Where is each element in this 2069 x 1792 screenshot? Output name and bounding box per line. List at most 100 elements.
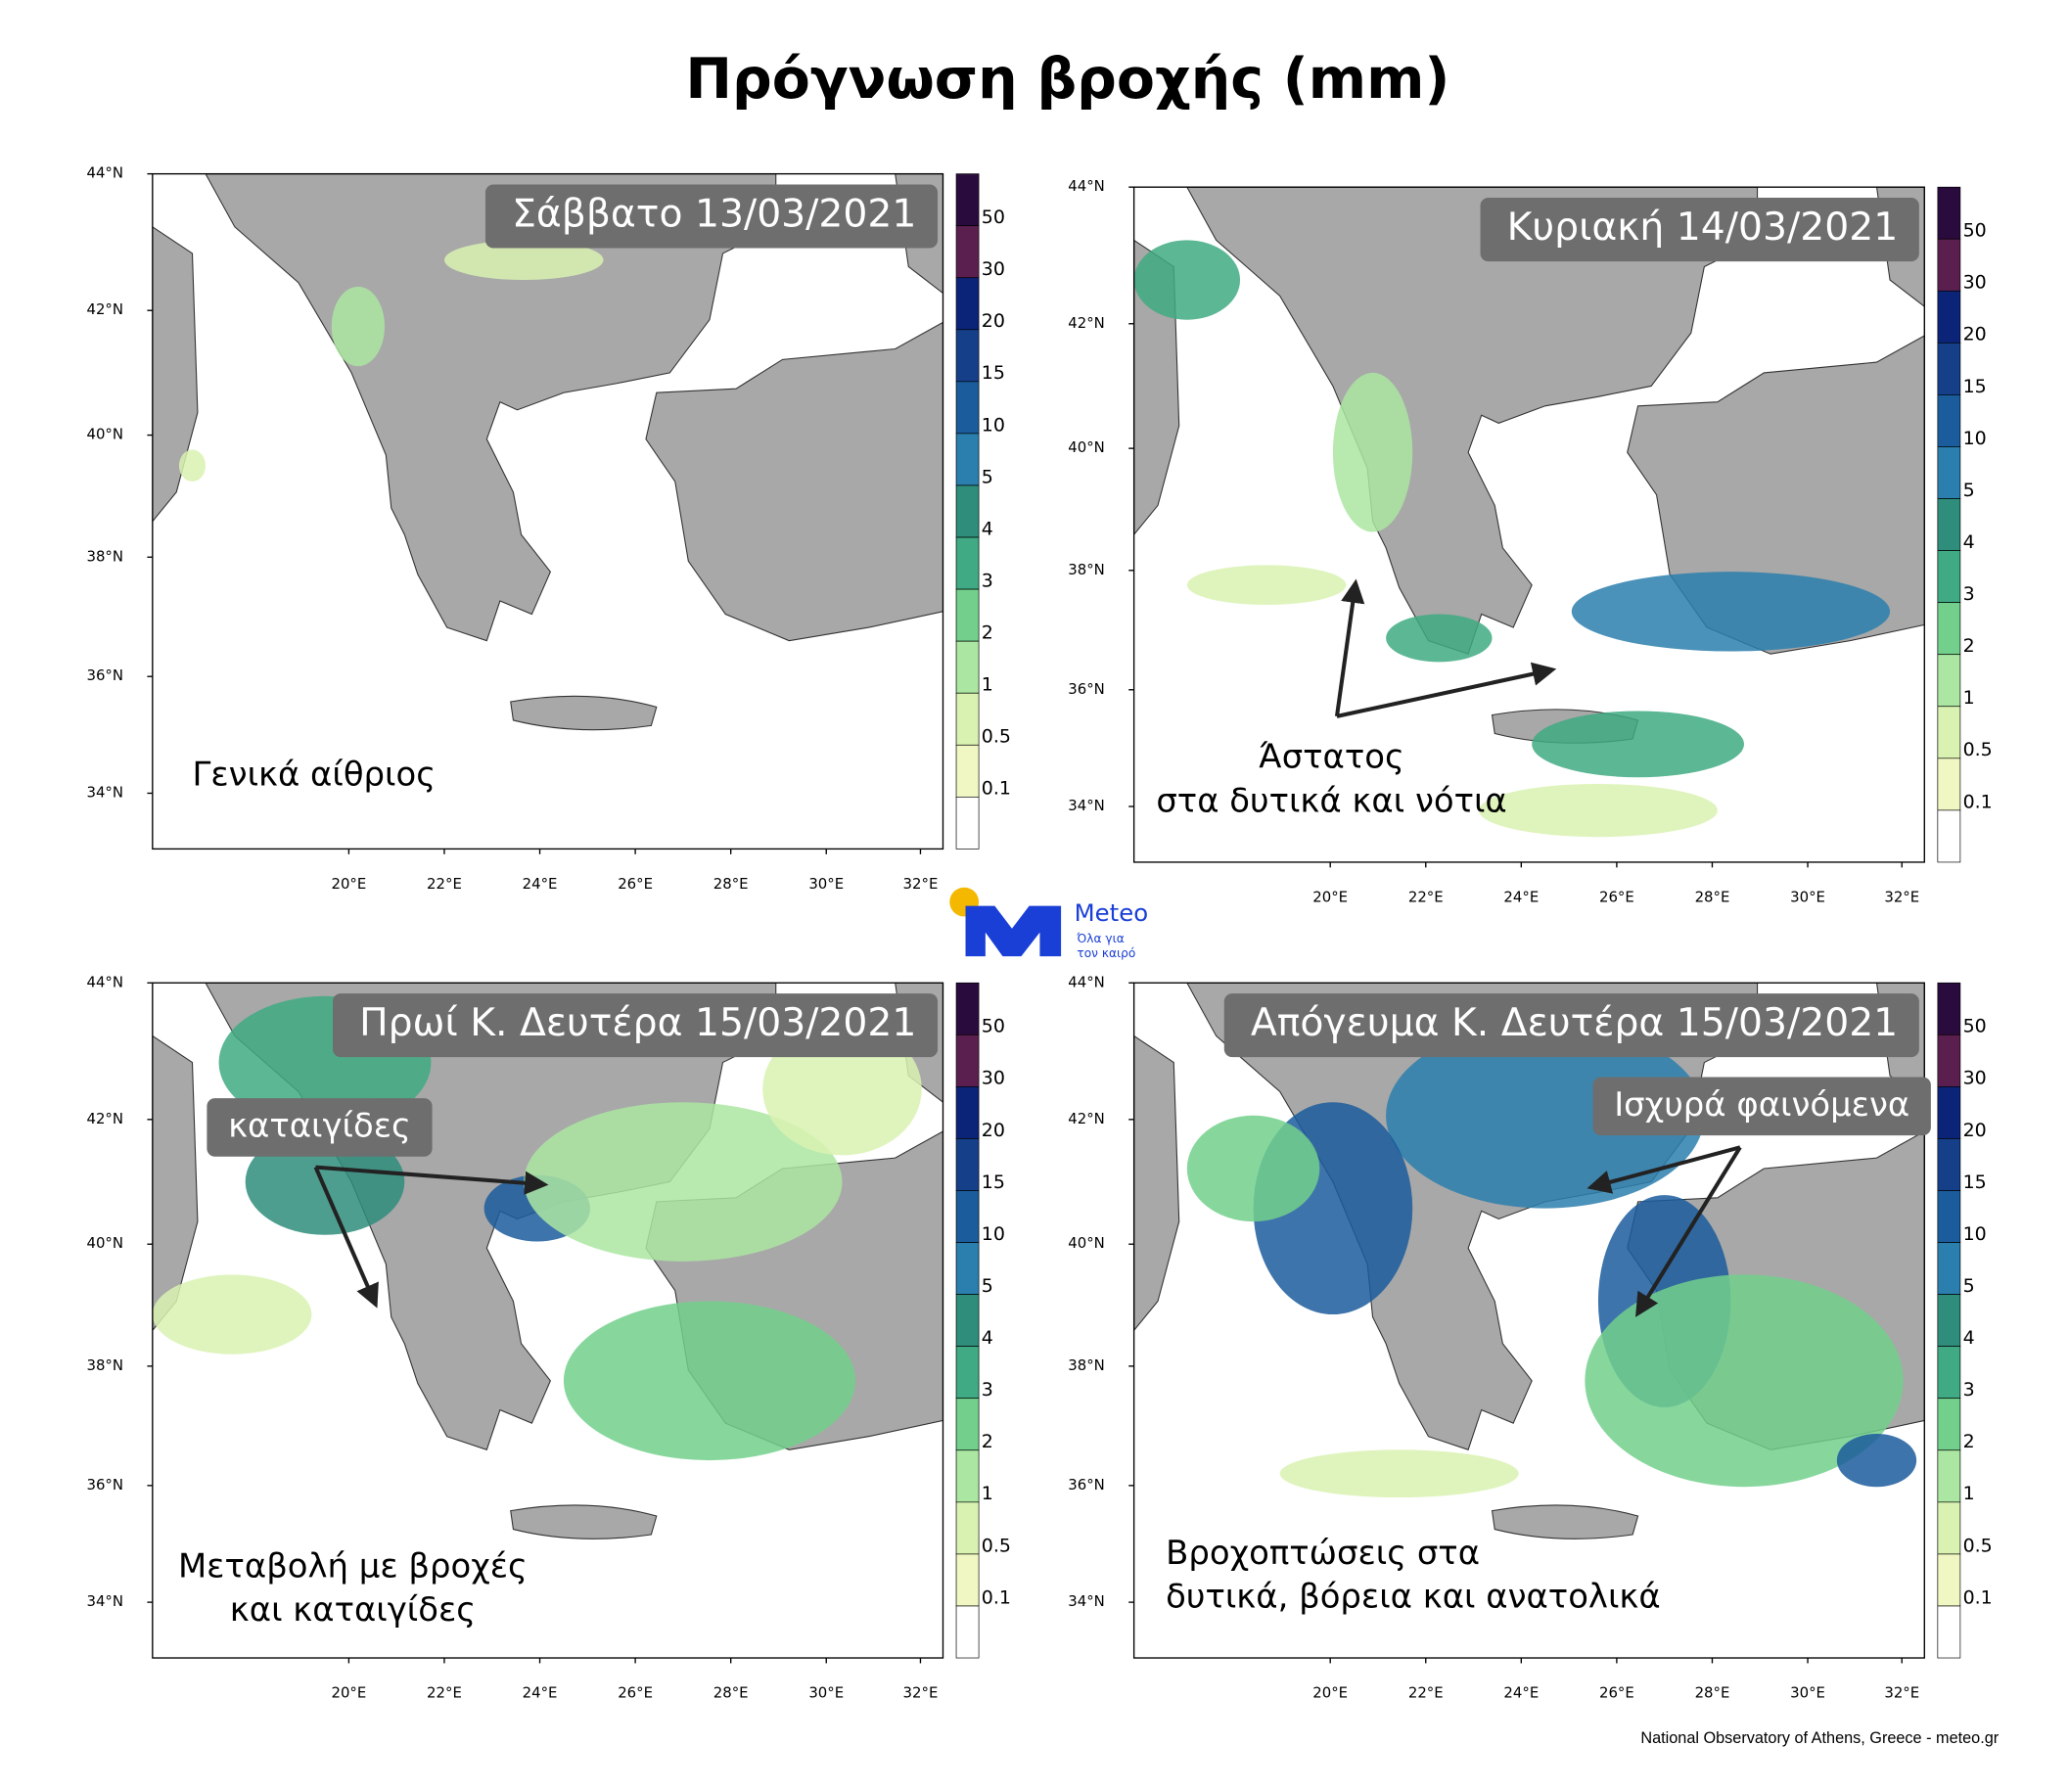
colorbar-box — [1937, 1294, 1961, 1348]
colorbar-label: 20 — [1963, 1120, 1987, 1141]
colorbar-label: 10 — [1963, 1223, 1987, 1245]
date-badge — [332, 993, 939, 1058]
rain-area — [1186, 1115, 1320, 1222]
colorbar-box — [955, 1398, 980, 1451]
lat-label: 40°N — [1068, 1234, 1105, 1252]
colorbar-label: 0.5 — [1963, 739, 1993, 760]
colorbar-label: 4 — [982, 1327, 993, 1349]
colorbar-label: 30 — [982, 1068, 1005, 1089]
lat-label: 44°N — [1068, 973, 1105, 990]
colorbar-label: 2 — [982, 622, 993, 644]
lon-label: 30°E — [808, 875, 844, 893]
colorbar-box — [955, 640, 980, 694]
colorbar-label: 50 — [1963, 1016, 1987, 1037]
colorbar-box — [955, 173, 980, 227]
colorbar-box — [955, 588, 980, 642]
colorbar-box — [1937, 1034, 1961, 1087]
colorbar-box — [955, 1242, 980, 1295]
colorbar-box — [1937, 238, 1961, 292]
colorbar-label: 15 — [982, 362, 1005, 384]
callout-text: καταιγίδες — [228, 1106, 411, 1144]
colorbar-label: 5 — [1963, 480, 1975, 501]
lon-label: 20°E — [1312, 889, 1348, 906]
colorbar-box — [1937, 446, 1961, 499]
colorbar-box — [1937, 1190, 1961, 1243]
rain-area — [563, 1301, 856, 1461]
lat-label: 40°N — [86, 426, 123, 443]
colorbar-box — [955, 1294, 980, 1348]
logo: Meteo Όλα για τον καιρό — [949, 887, 1149, 960]
colorbar-label: 4 — [1963, 1327, 1975, 1349]
figure-title: Πρόγνωση βροχής (mm) — [685, 47, 1449, 112]
colorbar-box — [955, 982, 980, 1035]
colorbar-label: 50 — [982, 207, 1005, 228]
rain-area — [524, 1102, 843, 1262]
colorbar-box — [1937, 1138, 1961, 1191]
colorbar-label: 0.5 — [982, 726, 1011, 748]
colorbar-label: 1 — [982, 1483, 993, 1504]
map-frame — [1132, 186, 1925, 863]
colorbar-box — [1937, 1242, 1961, 1295]
colorbar-label: 30 — [1963, 1068, 1987, 1089]
lon-label: 26°E — [1599, 1684, 1634, 1702]
colorbar-box — [955, 744, 980, 798]
colorbar-box — [955, 1346, 980, 1400]
date-badge — [1223, 993, 1919, 1058]
colorbar-label: 3 — [982, 570, 993, 591]
rain-area — [1478, 783, 1718, 838]
colorbar-label: 30 — [982, 258, 1005, 280]
colorbar-box — [1937, 290, 1961, 344]
lon-label: 28°E — [1695, 1684, 1730, 1702]
colorbar-label: 15 — [1963, 376, 1987, 397]
arrow — [315, 1165, 549, 1195]
date-label: Κυριακή 14/03/2021 — [1507, 206, 1899, 250]
land — [152, 1034, 199, 1332]
colorbar-box — [955, 484, 980, 538]
lat-label: 36°N — [1068, 680, 1105, 698]
colorbar-box — [1937, 1346, 1961, 1400]
land — [510, 695, 658, 731]
logo-name: Meteo — [1075, 898, 1149, 927]
lat-label: 34°N — [1068, 1592, 1105, 1610]
colorbar-box — [955, 692, 980, 746]
lon-label: 22°E — [427, 1684, 462, 1702]
map-area — [152, 173, 943, 850]
colorbar-box — [955, 1449, 980, 1503]
colorbar-box — [1937, 394, 1961, 447]
lat-label: 42°N — [1068, 1110, 1105, 1127]
rain-area — [1585, 1274, 1904, 1488]
lon-label: 30°E — [1790, 889, 1825, 906]
lon-label: 26°E — [1599, 889, 1634, 906]
lon-label: 22°E — [1408, 889, 1444, 906]
colorbar-label: 2 — [1963, 635, 1975, 657]
colorbar-box — [955, 329, 980, 383]
lat-label: 42°N — [1068, 314, 1105, 332]
lon-label: 22°E — [1408, 1684, 1444, 1702]
map-panel: 44°N 42°N 40°N 38°N 36°N 34°N 20°E 22°E 24°E 26°E… — [86, 164, 1010, 893]
lat-label: 34°N — [1068, 797, 1105, 814]
colorbar-label: 0.1 — [1963, 791, 1993, 812]
colorbar-label: 15 — [982, 1172, 1005, 1193]
colorbar-label: 0.1 — [1963, 1586, 1993, 1608]
colorbar-box — [1937, 1553, 1961, 1607]
arrow — [313, 1166, 379, 1309]
colorbar-box — [955, 1605, 980, 1659]
rain-area — [1386, 1022, 1705, 1209]
note-text: στα δυτικά και νότια — [1156, 781, 1506, 819]
lat-label: 44°N — [1068, 177, 1105, 195]
colorbar-label: 4 — [1963, 531, 1975, 553]
lon-label: 24°E — [523, 1684, 558, 1702]
map-panel: 44°N 42°N 40°N 38°N 36°N 34°N 20°E 22°E 24°E 26°E… — [86, 973, 1010, 1701]
lat-label: 36°N — [86, 1476, 123, 1493]
lon-label: 28°E — [713, 875, 749, 893]
note-text: Γενικά αίθριος — [192, 755, 436, 793]
colorbar-label: 10 — [982, 414, 1005, 436]
colorbar-label: 50 — [982, 1016, 1005, 1037]
note-text: Μεταβολή με βροχές — [178, 1546, 528, 1585]
note-text: δυτικά, βόρεια και ανατολικά — [1166, 1578, 1661, 1616]
colorbar-box — [955, 381, 980, 435]
map-panel: 44°N 42°N 40°N 38°N 36°N 34°N 20°E 22°E 24°E 26°E… — [1068, 177, 1992, 905]
callout-badge — [207, 1098, 433, 1157]
lon-label: 26°E — [618, 1684, 653, 1702]
logo-tagline: τον καιρό — [1077, 946, 1135, 960]
